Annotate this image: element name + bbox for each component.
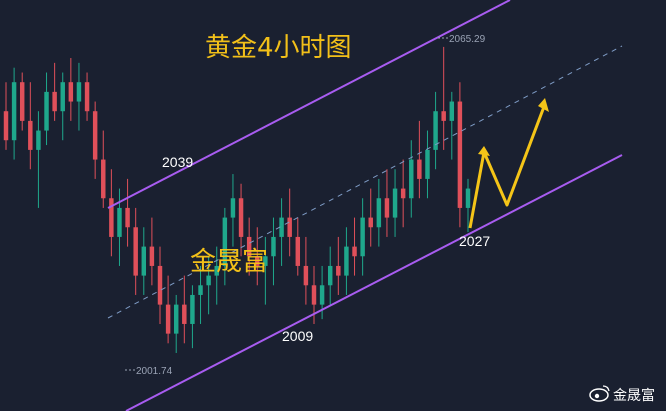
candle-body — [11, 82, 17, 141]
candle-body — [319, 285, 325, 305]
candle-body — [109, 198, 114, 237]
candle-body — [19, 82, 25, 121]
candle-body — [125, 207, 130, 228]
candle-body — [182, 304, 187, 324]
candle-body — [214, 265, 219, 276]
candle-body — [271, 236, 276, 257]
candle-body — [117, 207, 122, 237]
candle-body — [157, 265, 163, 305]
projection-arrow-2 — [538, 98, 549, 112]
candle-body — [165, 304, 171, 334]
candle-body — [101, 159, 106, 199]
candle-body — [344, 246, 349, 276]
channel-mid-line — [107, 45, 623, 319]
candle-body — [44, 91, 49, 131]
candle-body — [384, 198, 390, 218]
candle-body — [303, 265, 309, 286]
candle-body — [400, 188, 406, 199]
candle-body — [433, 111, 438, 150]
candle-body — [36, 130, 41, 150]
candle-body — [133, 227, 138, 276]
candle-body — [417, 159, 422, 179]
channel-upper-line — [107, 0, 511, 209]
projection-path — [468, 103, 547, 229]
candle-body — [3, 111, 9, 141]
candle-body — [222, 217, 228, 266]
candle-body — [457, 101, 463, 208]
candle-body — [263, 256, 268, 266]
candle-body — [441, 111, 446, 121]
low-price-label: 2001.74 — [136, 366, 173, 377]
candle-body — [425, 149, 430, 179]
annotation-2039: 2039 — [162, 154, 193, 170]
candles-layer — [3, 46, 471, 353]
candle-body — [409, 159, 414, 199]
candle-body — [287, 217, 292, 237]
candle-body — [449, 101, 455, 121]
chart-title: 黄金4小时图 — [205, 33, 352, 63]
candle-body — [352, 246, 357, 257]
weibo-logo-icon — [589, 385, 610, 402]
candle-body — [246, 236, 252, 257]
candle-body — [368, 217, 373, 228]
candle-body — [84, 82, 90, 112]
candle-body — [173, 304, 179, 334]
candle-body — [311, 285, 317, 305]
candle-body — [68, 82, 74, 102]
candle-body — [465, 188, 471, 208]
candle-body — [198, 285, 203, 295]
candle-body — [279, 217, 284, 237]
annotation-2027: 2027 — [459, 233, 490, 249]
candle-body — [327, 265, 333, 286]
candle-body — [190, 294, 195, 324]
candle-body — [28, 120, 33, 150]
candle-body — [230, 198, 236, 218]
candle-body — [376, 198, 382, 228]
annotation-2009: 2009 — [282, 328, 313, 344]
candle-body — [141, 246, 147, 276]
candle-body — [336, 265, 341, 276]
candle-body — [392, 188, 398, 218]
candle-body — [60, 82, 65, 112]
projection-arrow-1 — [478, 146, 490, 156]
candle-body — [295, 236, 301, 266]
candle-body — [92, 111, 98, 160]
candle-body — [238, 198, 244, 237]
candle-body — [149, 246, 155, 266]
logo-text: 金晟富 — [613, 387, 655, 404]
candle-body — [76, 82, 82, 102]
candle-body — [52, 91, 57, 112]
candle-body — [360, 217, 365, 257]
channel-lower-line — [125, 154, 623, 411]
high-price-label: 2065.29 — [449, 34, 486, 45]
candle-body — [255, 256, 260, 266]
candle-body — [206, 275, 211, 286]
watermark-text: 金晟富 — [190, 247, 268, 277]
